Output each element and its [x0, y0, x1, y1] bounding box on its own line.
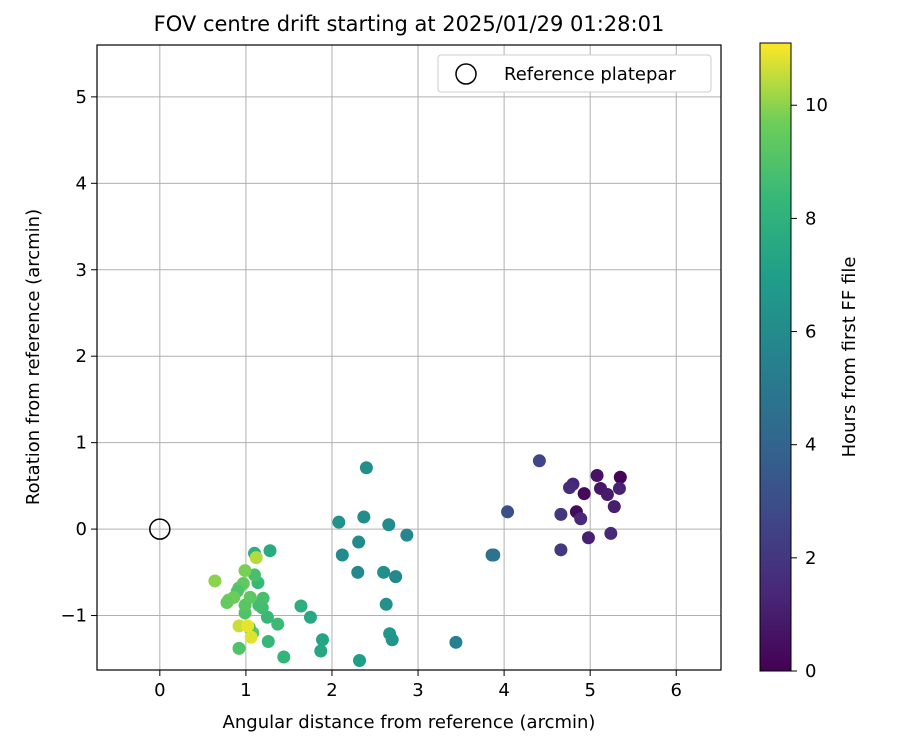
x-axis-ticks: 0 1 2 3 4 5 6	[154, 670, 682, 701]
scatter-point	[261, 634, 275, 648]
scatter-point	[294, 599, 308, 613]
colorbar-tick-label: 4	[805, 435, 816, 456]
legend-marker-icon	[455, 63, 477, 85]
x-axis-label: Angular distance from reference (arcmin)	[223, 712, 596, 733]
scatter-point	[277, 650, 291, 664]
y-axis-ticks: −1 0 1 2 3 4 5	[60, 87, 97, 627]
plot-frame	[96, 44, 722, 671]
scatter-point	[243, 590, 257, 604]
scatter-point	[532, 454, 546, 468]
scatter-point	[359, 461, 373, 475]
y-tick-label: 5	[76, 87, 87, 108]
scatter-point	[303, 610, 317, 624]
x-tick-label: 4	[498, 680, 509, 701]
y-tick-label: 3	[76, 260, 87, 281]
reference-marker	[149, 518, 171, 540]
scatter-point	[351, 565, 365, 579]
x-tick-label: 3	[412, 680, 423, 701]
scatter-point	[208, 574, 222, 588]
x-tick-label: 6	[671, 680, 682, 701]
legend: Reference platepar	[437, 54, 712, 93]
scatter-point	[554, 507, 568, 521]
scatter-point	[382, 518, 396, 532]
colorbar-label: Hours from first FF file	[839, 257, 860, 458]
chart-title: FOV centre drift starting at 2025/01/29 …	[154, 12, 665, 36]
data-points	[208, 454, 627, 667]
scatter-point	[357, 510, 371, 524]
scatter-point	[449, 635, 463, 649]
scatter-point	[335, 548, 349, 562]
y-axis-label: Rotation from reference (arcmin)	[23, 209, 44, 505]
legend-label: Reference platepar	[504, 64, 676, 85]
y-tick-label: 0	[76, 519, 87, 540]
reference-point-marker	[149, 518, 171, 540]
scatter-point	[352, 535, 366, 549]
scatter-point	[554, 543, 568, 557]
colorbar-tick-label: 6	[805, 322, 816, 343]
scatter-point	[389, 570, 403, 584]
colorbar-tick-label: 10	[805, 95, 828, 116]
scatter-point	[256, 591, 270, 605]
colorbar: 0 2 4 6 8 10 Hours from first FF file	[759, 42, 860, 682]
scatter-point	[316, 633, 330, 647]
scatter-point	[612, 481, 626, 495]
scatter-point	[487, 548, 501, 562]
scatter-point	[241, 619, 255, 633]
colorbar-tick-label: 0	[805, 661, 816, 682]
scatter-point	[613, 470, 627, 484]
scatter-point	[385, 633, 399, 647]
y-tick-label: 4	[76, 173, 87, 194]
scatter-point	[577, 487, 591, 501]
grid-lines	[97, 45, 721, 670]
colorbar-tick-label: 2	[805, 548, 816, 569]
scatter-point	[314, 644, 328, 658]
y-tick-label: −1	[60, 606, 87, 627]
scatter-point	[353, 653, 367, 667]
scatter-point	[574, 512, 588, 526]
scatter-point	[232, 641, 246, 655]
colorbar-ticks: 0 2 4 6 8 10	[791, 95, 828, 682]
scatter-point	[581, 531, 595, 545]
x-tick-label: 5	[584, 680, 595, 701]
scatter-point	[501, 505, 515, 519]
x-tick-label: 1	[240, 680, 251, 701]
scatter-point	[377, 565, 391, 579]
scatter-point	[563, 481, 577, 495]
legend-box	[437, 54, 712, 93]
scatter-point	[220, 596, 234, 610]
scatter-point	[238, 564, 252, 578]
scatter-point	[249, 551, 263, 565]
y-tick-label: 1	[76, 433, 87, 454]
scatter-point	[244, 630, 258, 644]
scatter-point	[379, 597, 393, 611]
scatter-point	[400, 528, 414, 542]
colorbar-tick-label: 8	[805, 208, 816, 229]
scatter-point	[260, 610, 274, 624]
scatter-point	[263, 544, 277, 558]
scatter-point	[590, 468, 604, 482]
x-tick-label: 0	[154, 680, 165, 701]
colorbar-gradient	[759, 42, 792, 672]
scatter-point	[332, 515, 346, 529]
scatter-point	[604, 526, 618, 540]
y-tick-label: 2	[76, 346, 87, 367]
scatter-point	[271, 617, 285, 631]
scatter-point	[600, 488, 614, 502]
scatter-point	[607, 500, 621, 514]
x-tick-label: 2	[326, 680, 337, 701]
